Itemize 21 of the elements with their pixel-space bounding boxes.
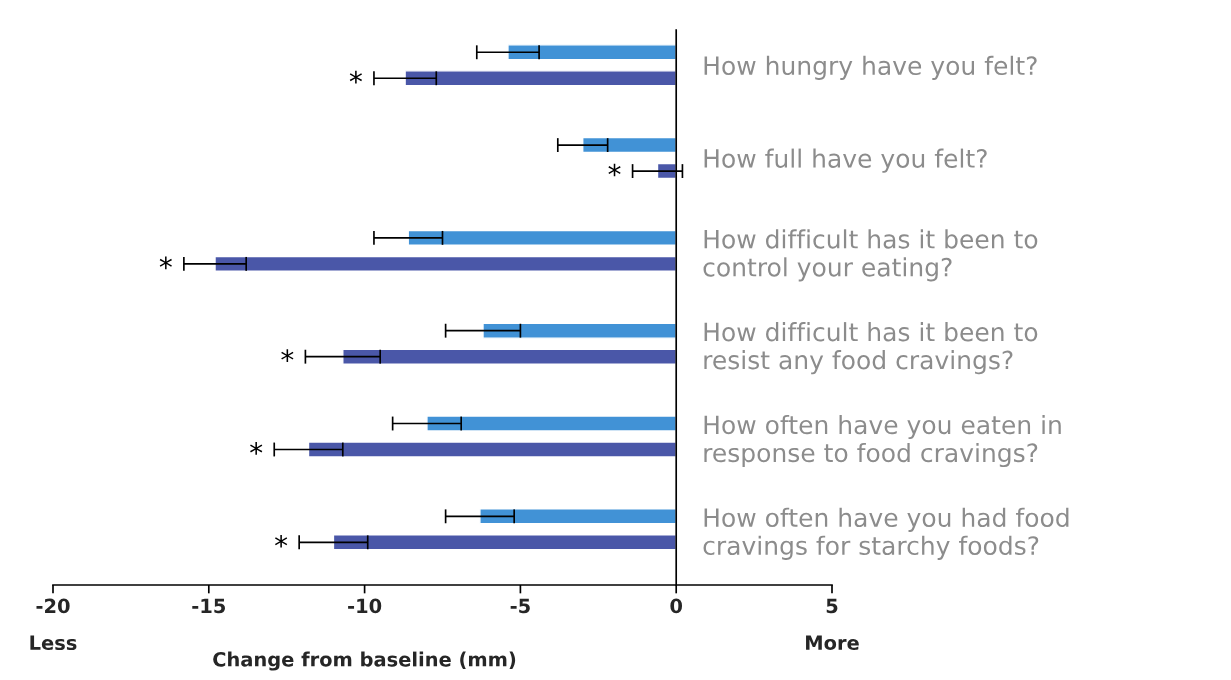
data-label: * — [349, 70, 363, 84]
data-label: * — [274, 534, 288, 548]
data-label: * — [250, 442, 263, 455]
x-tick-label: -20 — [36, 598, 70, 614]
data-label: * — [608, 163, 621, 177]
x-tick-label: -5 — [510, 598, 530, 614]
text: More — [806, 635, 859, 651]
x-tick-label: -15 — [192, 598, 226, 614]
data-label: * — [281, 349, 294, 362]
x-tick-label: 5 — [826, 598, 838, 614]
y-tick-label: How hungry have you felt? — [704, 55, 1037, 80]
x-tick-label: -10 — [348, 598, 382, 614]
y-tick-label: How difficult has it been to control your eating? — [703, 229, 1038, 282]
x-tick-label: 0 — [670, 598, 683, 614]
y-tick-label: How often have you had food cravings for starchy foods? — [703, 507, 1069, 560]
y-tick-label: How often have you eaten in response to food cravings? — [704, 414, 1061, 468]
y-tick-label: How difficult has it been to resist any food cravings? — [704, 322, 1038, 375]
x-axis-title: Change from baseline (mm) — [213, 651, 516, 671]
text: Less — [30, 635, 77, 651]
y-tick-label: How full have you felt? — [704, 148, 987, 173]
data-label: * — [159, 256, 172, 270]
